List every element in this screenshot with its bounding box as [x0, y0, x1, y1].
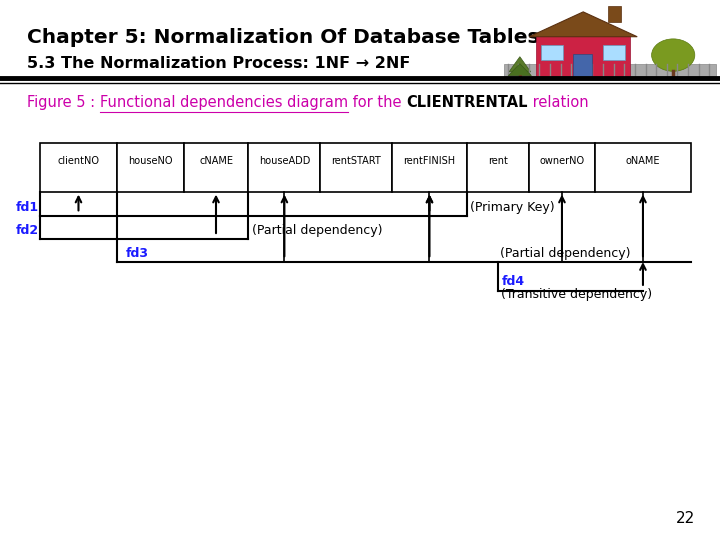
Bar — [320, 143, 392, 192]
Text: clientNO: clientNO — [58, 156, 99, 166]
Text: oNAME: oNAME — [626, 156, 660, 166]
Bar — [504, 64, 716, 78]
Bar — [392, 143, 467, 192]
Text: houseNO: houseNO — [128, 156, 173, 166]
Bar — [595, 143, 691, 192]
Bar — [536, 36, 630, 77]
Text: relation: relation — [528, 95, 588, 110]
Polygon shape — [529, 12, 637, 37]
Text: for the: for the — [348, 95, 406, 110]
Text: rent: rent — [488, 156, 508, 166]
Bar — [117, 143, 184, 192]
Circle shape — [652, 39, 695, 71]
Text: (Partial dependency): (Partial dependency) — [500, 247, 631, 260]
Bar — [40, 143, 117, 192]
Text: cNAME: cNAME — [199, 156, 233, 166]
Text: 5.3 The Normalization Process: 1NF → 2NF: 5.3 The Normalization Process: 1NF → 2NF — [27, 56, 410, 71]
Text: (Partial dependency): (Partial dependency) — [252, 224, 382, 237]
Text: (Transitive dependency): (Transitive dependency) — [501, 288, 652, 301]
Text: (Primary Key): (Primary Key) — [470, 201, 555, 214]
Text: Functional dependencies diagram: Functional dependencies diagram — [100, 95, 348, 110]
Text: fd2: fd2 — [16, 224, 39, 237]
Text: rentFINISH: rentFINISH — [403, 156, 456, 166]
Text: houseADD: houseADD — [258, 156, 310, 166]
Text: fd4: fd4 — [501, 275, 525, 288]
Text: fd3: fd3 — [126, 247, 149, 260]
Bar — [608, 6, 621, 22]
Text: Figure 5 :: Figure 5 : — [27, 95, 100, 110]
Text: 22: 22 — [675, 511, 695, 526]
Bar — [184, 143, 248, 192]
Text: ownerNO: ownerNO — [539, 156, 585, 166]
Bar — [603, 45, 625, 60]
Text: fd1: fd1 — [16, 201, 39, 214]
Text: rentSTART: rentSTART — [331, 156, 382, 166]
Bar — [467, 143, 529, 192]
Text: CLIENTRENTAL: CLIENTRENTAL — [406, 95, 528, 110]
Bar — [541, 45, 563, 60]
Bar — [573, 54, 592, 77]
Bar — [248, 143, 320, 192]
Polygon shape — [508, 64, 531, 76]
Bar — [529, 143, 595, 192]
Text: Chapter 5: Normalization Of Database Tables: Chapter 5: Normalization Of Database Tab… — [27, 28, 540, 48]
Polygon shape — [509, 57, 531, 72]
